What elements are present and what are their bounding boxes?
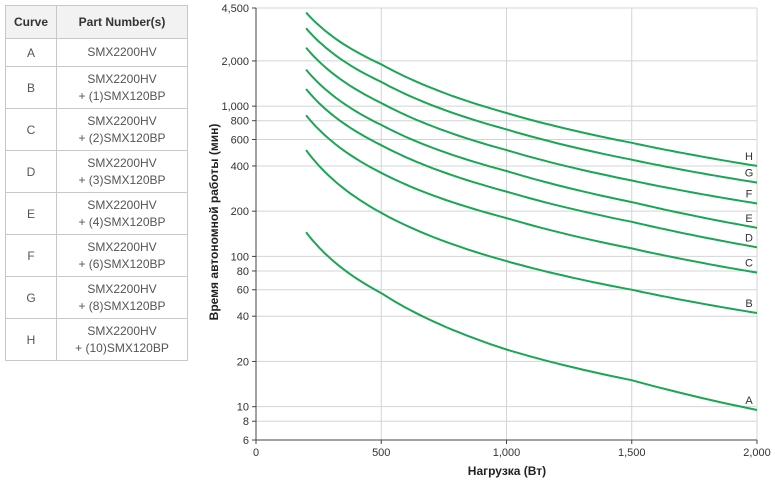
x-tick-label: 0 [253,447,259,459]
series-line-c [305,114,758,274]
table-row: C SMX2200HV + (2)SMX120BP [5,108,188,151]
series-label-f: F [746,188,753,200]
part-number-cell: SMX2200HV + (3)SMX120BP [56,150,188,193]
y-tick-label: 2,000 [221,56,249,68]
series-label-a: A [745,395,753,407]
y-tick-label: 800 [231,116,249,128]
header-curve: Curve [5,5,57,39]
curve-cell: F [5,234,57,277]
y-tick-label: 6 [243,435,249,447]
part-number-cell: SMX2200HV + (4)SMX120BP [56,192,188,235]
part-number-line: + (4)SMX120BP [78,214,166,229]
series-label-h: H [745,151,753,163]
curve-cell: E [5,192,57,235]
series-lines [305,11,758,411]
y-tick-label: 100 [231,251,249,263]
y-tick-label: 20 [237,356,249,368]
part-number-line: + (6)SMX120BP [78,256,166,271]
series-line-e [305,68,758,229]
axes [252,7,758,444]
series-line-b [305,149,758,314]
grid [255,7,758,441]
part-number-cell: SMX2200HV [56,38,188,67]
y-tick-label: 10 [237,402,249,414]
table-row: H SMX2200HV + (10)SMX120BP [5,318,188,361]
series-line-f [305,47,758,205]
y-tick-label: 600 [231,134,249,146]
y-tick-label: 40 [237,311,249,323]
part-number-cell: SMX2200HV + (8)SMX120BP [56,276,188,319]
header-part-number: Part Number(s) [56,5,188,39]
part-number-line: SMX2200HV [87,71,157,86]
series-labels: A B C DE FGH [745,151,754,407]
part-number-cell: SMX2200HV + (10)SMX120BP [56,318,188,361]
y-tick-label: 4,500 [221,3,249,15]
y-tick-label: 80 [237,266,249,278]
part-number-line: SMX2200HV [87,113,157,128]
y-tick-label: 60 [237,285,249,297]
part-number-line: SMX2200HV [87,155,157,170]
x-tick-label: 2,000 [743,447,771,459]
table-row: G SMX2200HV + (8)SMX120BP [5,276,188,319]
part-number-line: SMX2200HV [87,323,157,338]
tick-labels: 0 500 1,000 1,500 2,000 6 8 10 20 40 60 80 100 200 400… [221,3,770,459]
part-number-line: + (10)SMX120BP [75,340,169,355]
series-line-g [305,27,758,184]
y-axis-label: Время автономной работы (мин) [207,124,221,321]
part-number-line: + (3)SMX120BP [78,172,166,187]
table-row: A SMX2200HV [5,38,188,67]
curve-table: Curve Part Number(s) A SMX2200HV B SMX2200H… [5,5,188,361]
series-label-d: D [745,232,753,244]
x-tick-label: 1,500 [618,447,646,459]
series-line-a [305,231,758,411]
curve-cell: G [5,276,57,319]
series-label-c: C [745,258,753,270]
y-tick-label: 400 [231,161,249,173]
part-number-line: SMX2200HV [87,197,157,212]
table-row: E SMX2200HV + (4)SMX120BP [5,192,188,235]
curve-cell: C [5,108,57,151]
part-number-line: + (8)SMX120BP [78,298,166,313]
series-label-e: E [745,213,752,225]
y-tick-label: 1,000 [221,101,249,113]
x-tick-label: 500 [372,447,390,459]
y-tick-label: 200 [231,206,249,218]
part-number-line: SMX2200HV [87,239,157,254]
part-number-line: + (1)SMX120BP [78,88,166,103]
part-number-line: + (2)SMX120BP [78,130,166,145]
part-number-cell: SMX2200HV + (1)SMX120BP [56,66,188,109]
part-number-cell: SMX2200HV + (2)SMX120BP [56,108,188,151]
y-tick-label: 8 [243,416,249,428]
table-body: A SMX2200HV B SMX2200HV + (1)SMX120BP C SMX220… [5,38,188,361]
table-row: B SMX2200HV + (1)SMX120BP [5,66,188,109]
curve-cell: B [5,66,57,109]
part-number-table: Curve Part Number(s) A SMX2200HV B SMX2200H… [5,5,188,361]
part-number-line: SMX2200HV [87,45,157,59]
table-row: D SMX2200HV + (3)SMX120BP [5,150,188,193]
series-line-d [305,88,758,249]
series-label-g: G [745,168,754,180]
x-axis-label: Нагрузка (Вт) [468,464,546,478]
series-line-h [305,11,758,167]
curve-cell: A [5,38,57,67]
series-label-b: B [745,298,752,310]
table-header-row: Curve Part Number(s) [5,5,188,39]
x-tick-label: 1,000 [493,447,521,459]
part-number-line: SMX2200HV [87,281,157,296]
